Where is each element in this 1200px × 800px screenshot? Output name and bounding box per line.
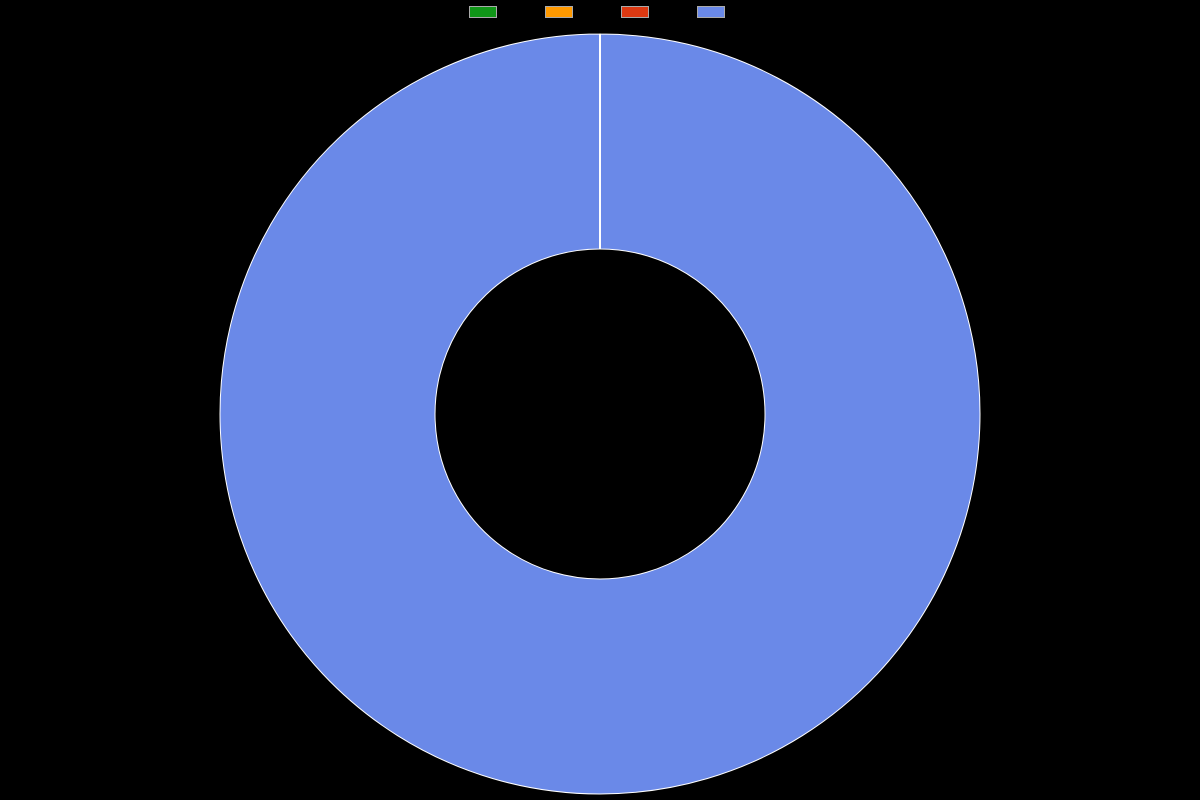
chart-container [0,0,1200,800]
chart-legend [0,6,1200,18]
donut-chart [0,28,1200,800]
legend-swatch-icon [545,6,573,18]
legend-item [621,6,655,18]
legend-item [697,6,731,18]
legend-item [469,6,503,18]
legend-swatch-icon [469,6,497,18]
legend-swatch-icon [621,6,649,18]
legend-swatch-icon [697,6,725,18]
legend-item [545,6,579,18]
donut-svg [0,28,1200,800]
